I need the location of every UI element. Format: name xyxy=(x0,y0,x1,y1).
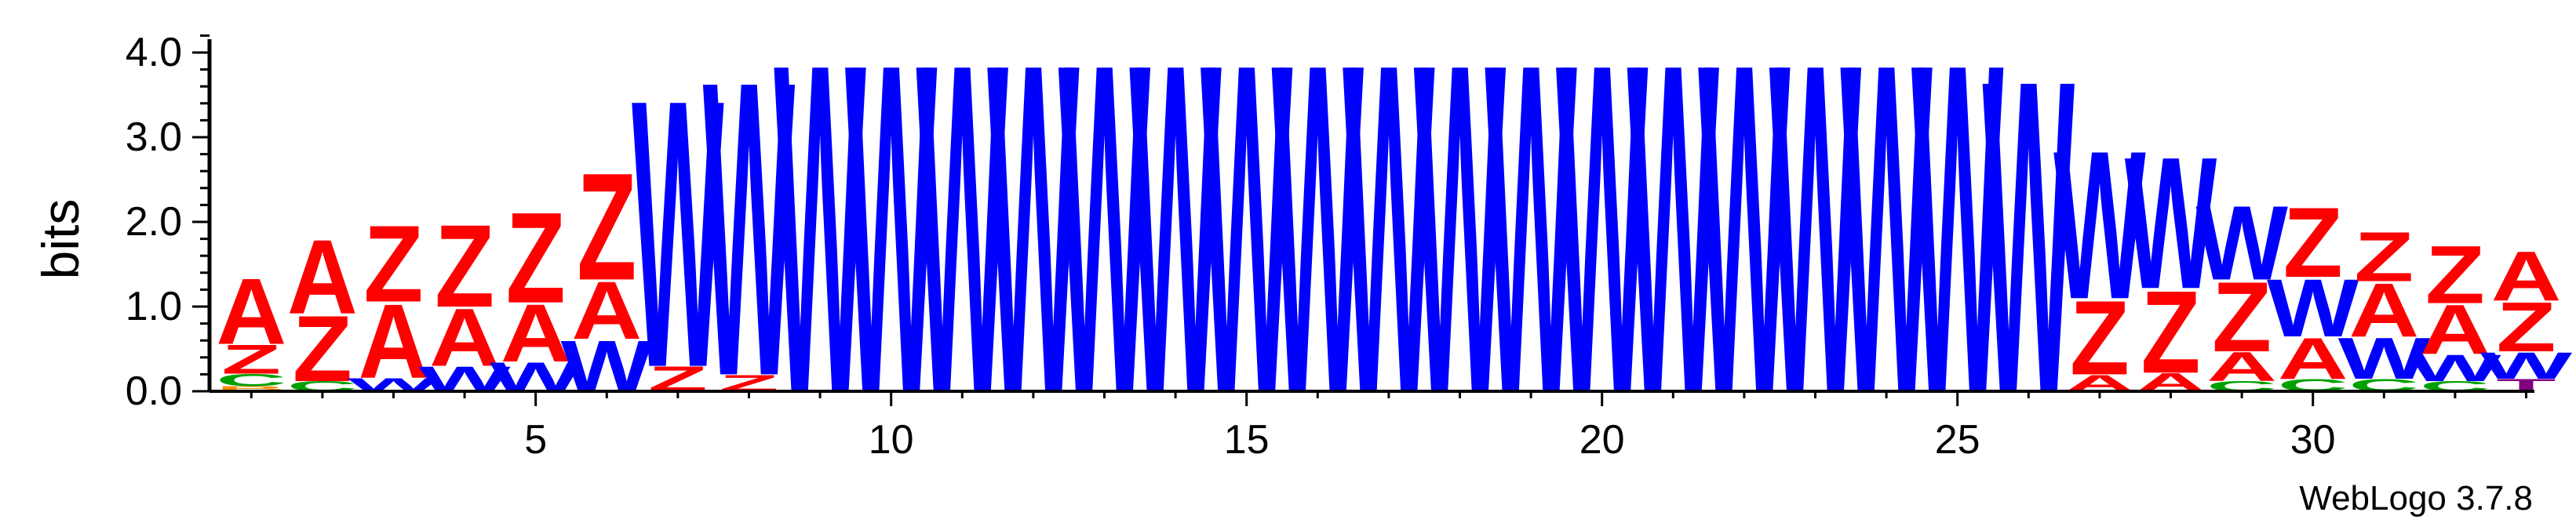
logo-letter-W-pos23: W xyxy=(1769,0,1863,491)
logo-letter-Z-pos6: Z xyxy=(577,141,636,312)
logo-letter-W-pos12: W xyxy=(987,0,1080,491)
logo-letter-Z-pos30: Z xyxy=(2283,187,2343,299)
y-tick-label: 4.0 xyxy=(126,30,182,75)
logo-letter-W-pos19: W xyxy=(1485,0,1578,491)
logo-letter-A-pos33: A xyxy=(2491,238,2562,316)
logo-letter-W-pos10: W xyxy=(845,0,938,491)
weblogo-version-footer: WebLogo 3.7.8 xyxy=(2299,479,2533,518)
logo-letter-W-pos8: W xyxy=(703,0,796,464)
logo-letter-Z-pos33: Z xyxy=(2497,289,2556,367)
logo-letter-W-pos15: W xyxy=(1201,0,1294,491)
logo-letter-A-pos30: A xyxy=(2278,325,2348,391)
logo-letter-Z-pos4: Z xyxy=(435,201,494,332)
logo-letter-W-pos33: W xyxy=(2480,345,2572,387)
x-tick-label: 15 xyxy=(1224,417,1270,463)
logo-letter-A-pos2: A xyxy=(287,217,358,336)
logo-letter-W-pos18: W xyxy=(1414,0,1507,491)
y-ticks: 0.0 1.0 2.0 3.0 4.0 xyxy=(126,30,210,414)
x-tick-label: 20 xyxy=(1579,417,1625,463)
logo-letter-W-pos29: W xyxy=(2195,183,2288,303)
logo-letter-W-pos31: W xyxy=(2338,325,2430,391)
logo-letters: BCZACZAWAZWAZWAZWAZZWZWWWWWWWWWWWWWWWWWW… xyxy=(216,0,2572,491)
x-ticks: 5 10 15 20 25 30 xyxy=(250,391,2527,463)
logo-letter-A-pos4: A xyxy=(429,292,500,384)
logo-letter-W-pos21: W xyxy=(1627,0,1721,491)
logo-letter-Z-pos2: Z xyxy=(293,296,352,401)
logo-letter-W-pos22: W xyxy=(1698,0,1791,491)
x-tick-label: 10 xyxy=(869,417,914,463)
logo-letter-A-pos31: A xyxy=(2348,267,2419,353)
logo-letter-W-pos20: W xyxy=(1556,0,1649,491)
logo-letter-Z-pos5: Z xyxy=(506,186,566,330)
logo-letter-Z-pos29: Z xyxy=(2212,261,2272,373)
x-tick-label: 25 xyxy=(1935,417,1980,463)
x-tick-label: 30 xyxy=(2290,417,2336,463)
y-axis-label: bits xyxy=(31,199,89,280)
logo-axes xyxy=(207,39,2534,393)
logo-letter-W-pos7: W xyxy=(632,21,725,448)
logo-letter-A-pos5: A xyxy=(501,288,571,380)
logo-letter-W-pos28: W xyxy=(2125,118,2217,329)
y-tick-label: 1.0 xyxy=(126,284,182,329)
logo-letter-W-pos11: W xyxy=(916,0,1010,491)
logo-letter-C-pos1: C xyxy=(216,370,286,390)
logo-letter-W-pos16: W xyxy=(1272,0,1365,491)
logo-letter-W-pos32: W xyxy=(2409,347,2501,389)
logo-letter-A-pos1: A xyxy=(216,259,286,365)
logo-letter-A-pos6: A xyxy=(571,265,642,357)
logo-letter-A-pos32: A xyxy=(2420,291,2490,369)
logo-letter-Z-pos28: Z xyxy=(2141,267,2201,398)
y-tick-label: 3.0 xyxy=(126,114,182,160)
logo-letter-Z-pos3: Z xyxy=(364,203,424,325)
logo-letter-W-pos30: W xyxy=(2267,263,2359,354)
logo-letter-Z-pos32: Z xyxy=(2425,230,2485,321)
logo-letter-Z-pos31: Z xyxy=(2354,218,2414,296)
logo-letter-W-pos26: W xyxy=(1983,0,2076,487)
logo-letter-W-pos25: W xyxy=(1911,0,2005,491)
logo-letter-W-pos27: W xyxy=(2053,107,2146,343)
logo-letter-A-pos29: A xyxy=(2206,344,2277,390)
logo-letter-W-pos13: W xyxy=(1058,0,1152,491)
logo-letter-A-pos3: A xyxy=(359,281,429,401)
logo-letter-W-pos14: W xyxy=(1129,0,1222,491)
logo-letter-B-pos1: B xyxy=(216,385,286,393)
y-tick-label: 2.0 xyxy=(126,199,182,245)
logo-letter-W-pos17: W xyxy=(1343,0,1436,491)
logo-letter-W-pos9: W xyxy=(774,0,867,491)
logo-letter-Z-pos27: Z xyxy=(2070,278,2130,398)
logo-letter-Z-pos1: Z xyxy=(221,337,281,383)
y-tick-label: 0.0 xyxy=(126,369,182,414)
logo-letter-W-pos24: W xyxy=(1840,0,1933,491)
x-tick-label: 5 xyxy=(524,417,547,463)
